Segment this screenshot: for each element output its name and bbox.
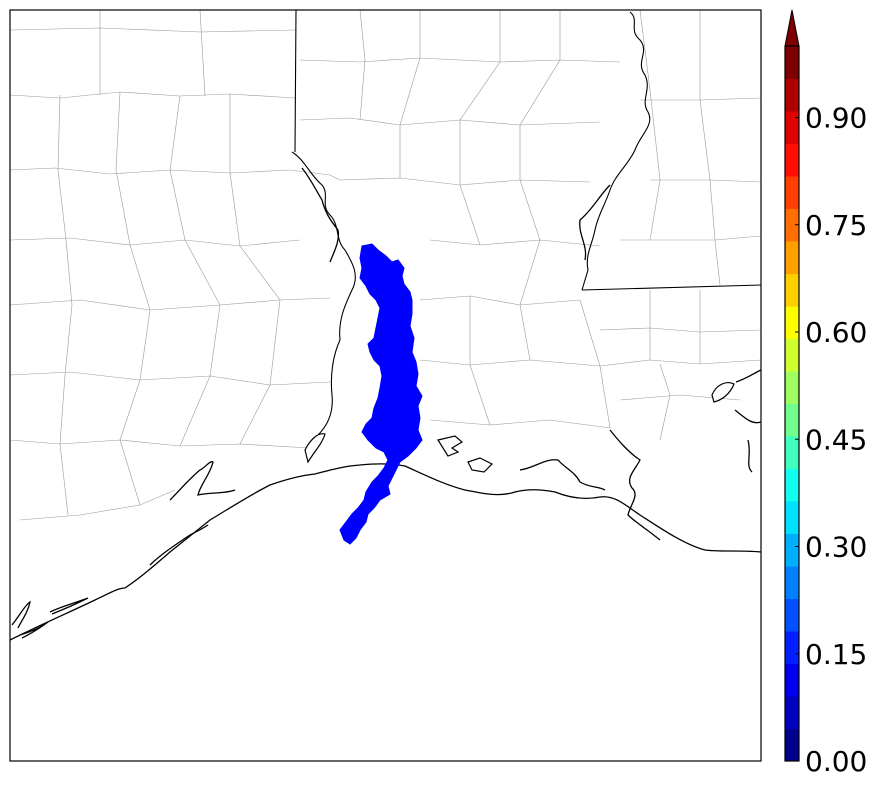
colorbar-segments <box>785 46 799 762</box>
colorbar-segment <box>785 501 799 534</box>
colorbar-segment <box>785 728 799 762</box>
colorbar-segment <box>785 46 799 79</box>
colorbar-segment <box>785 306 799 339</box>
colorbar-segment <box>785 533 799 567</box>
colorbar-segment <box>785 111 799 144</box>
sound-island-b <box>467 457 494 473</box>
colorbar-tick-label: 0.45 <box>805 423 867 456</box>
colorbar-segment <box>785 208 799 242</box>
colorbar-segment <box>785 598 799 632</box>
east-island <box>711 382 735 403</box>
colorbar-segment <box>785 631 799 664</box>
colorbar-segment <box>785 468 799 502</box>
colorbar-segment <box>785 371 799 404</box>
colorbar-segment <box>785 176 799 209</box>
colorbar-segment <box>785 663 799 697</box>
colorbar-frame <box>784 45 800 762</box>
colorbar: 0.00 0.15 0.30 0.45 0.60 0.75 0.90 <box>784 9 867 778</box>
plume-contour <box>339 243 423 545</box>
state-boundaries <box>291 9 762 436</box>
coastline <box>9 167 762 641</box>
sound-island-a <box>437 435 464 457</box>
colorbar-tick-label: 0.00 <box>805 745 867 778</box>
map-frame <box>9 9 762 762</box>
colorbar-tick-label: 0.30 <box>805 531 867 564</box>
colorbar-tick-label: 0.75 <box>805 209 867 242</box>
colorbar-segment <box>785 273 799 307</box>
colorbar-segment <box>785 566 799 599</box>
colorbar-ticks: 0.00 0.15 0.30 0.45 0.60 0.75 0.90 <box>795 102 867 778</box>
map-panel <box>9 9 762 762</box>
colorbar-tick-label: 0.60 <box>805 316 867 349</box>
colorbar-extend-arrow <box>784 9 800 47</box>
colorbar-segment <box>785 241 799 274</box>
colorbar-tick-label: 0.15 <box>805 638 867 671</box>
colorbar-segment <box>785 78 799 112</box>
colorbar-segment <box>785 338 799 372</box>
colorbar-segment <box>785 403 799 437</box>
colorbar-segment <box>785 143 799 177</box>
bay-island <box>304 433 326 464</box>
colorbar-segment <box>785 696 799 729</box>
colorbar-tick-label: 0.90 <box>805 102 867 135</box>
colorbar-segment <box>785 436 799 469</box>
